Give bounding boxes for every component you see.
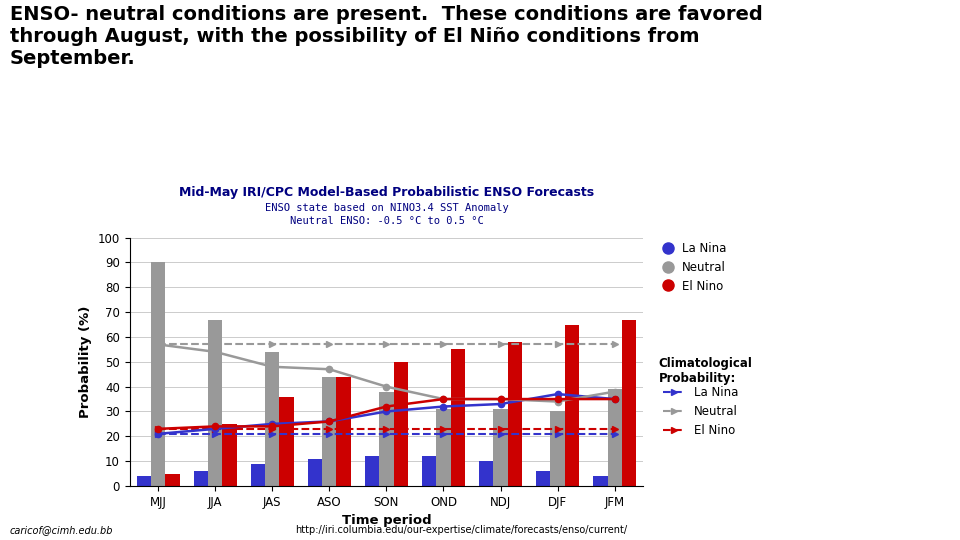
Text: ENSO- neutral conditions are present.  These conditions are favored
through Augu: ENSO- neutral conditions are present. Th…: [10, 5, 762, 69]
Bar: [394, 362, 408, 486]
Bar: [550, 411, 564, 486]
Bar: [365, 456, 379, 486]
Bar: [323, 377, 336, 486]
Text: Climatological
Probability:: Climatological Probability:: [659, 357, 753, 385]
Bar: [493, 409, 508, 486]
Y-axis label: Probability (%): Probability (%): [79, 306, 92, 418]
X-axis label: Time period: Time period: [342, 514, 431, 527]
Bar: [437, 409, 450, 486]
Bar: [537, 471, 550, 486]
Bar: [208, 320, 223, 486]
Bar: [194, 471, 208, 486]
Bar: [136, 476, 151, 486]
Bar: [165, 474, 180, 486]
Bar: [450, 349, 465, 486]
Bar: [265, 352, 279, 486]
Bar: [564, 325, 579, 486]
Bar: [379, 392, 394, 486]
Bar: [279, 396, 294, 486]
Bar: [622, 320, 636, 486]
Bar: [308, 458, 323, 486]
Bar: [151, 262, 165, 486]
Text: http://iri.columbia.edu/our-expertise/climate/forecasts/enso/current/: http://iri.columbia.edu/our-expertise/cl…: [295, 524, 627, 535]
Bar: [422, 456, 437, 486]
Bar: [251, 464, 265, 486]
Bar: [336, 377, 350, 486]
Bar: [223, 424, 236, 486]
Legend: La Nina, Neutral, El Nino: La Nina, Neutral, El Nino: [659, 382, 743, 442]
Bar: [608, 389, 622, 486]
Text: caricof@cimh.edu.bb: caricof@cimh.edu.bb: [10, 524, 113, 535]
Bar: [479, 461, 493, 486]
Title: Mid-May IRI/CPC Model-Based Probabilistic ENSO Forecasts: Mid-May IRI/CPC Model-Based Probabilisti…: [179, 186, 594, 199]
Bar: [508, 342, 522, 486]
Text: ENSO state based on NINO3.4 SST Anomaly
Neutral ENSO: -0.5 °C to 0.5 °C: ENSO state based on NINO3.4 SST Anomaly …: [265, 203, 508, 226]
Bar: [593, 476, 608, 486]
